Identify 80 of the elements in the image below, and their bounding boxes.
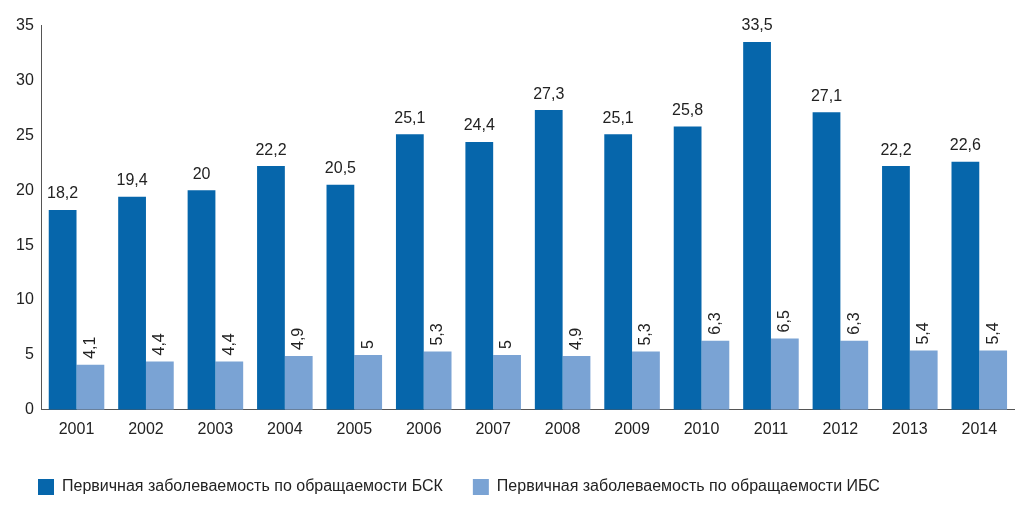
- data-label: 5: [358, 339, 376, 349]
- bar: [770, 338, 799, 410]
- x-tick-label: 2002: [128, 419, 164, 437]
- y-tick-label: 25: [16, 125, 34, 143]
- data-label: 5: [497, 339, 515, 349]
- bar: [701, 340, 730, 410]
- x-tick-label: 2001: [58, 419, 95, 437]
- data-label: 27,3: [533, 84, 565, 102]
- data-label: 20,5: [324, 159, 357, 177]
- bar: [882, 166, 910, 410]
- y-tick-label: 5: [24, 345, 34, 363]
- bar: [187, 190, 216, 410]
- legend-label: Первичная заболеваемость по обращаемости БСК: [62, 477, 444, 495]
- x-tick-label: 2011: [753, 419, 789, 437]
- bar: [951, 161, 980, 410]
- x-tick-label: 2009: [614, 419, 650, 437]
- bar: [840, 340, 869, 410]
- bar: [145, 361, 174, 410]
- data-label: 25,1: [394, 108, 426, 126]
- data-label: 6,5: [775, 310, 793, 333]
- bar: [743, 42, 771, 410]
- y-tick-label: 10: [16, 290, 34, 308]
- x-tick-label: 2010: [683, 419, 720, 437]
- data-label: 25,1: [602, 108, 634, 126]
- legend-label: Первичная заболеваемость по обращаемости ИБС: [496, 477, 880, 495]
- data-label: 5,3: [428, 323, 446, 346]
- bar: [604, 134, 633, 410]
- bar: [257, 166, 285, 410]
- y-tick-label: 30: [16, 70, 34, 88]
- bar: [395, 134, 424, 410]
- bar: [284, 356, 313, 410]
- bar: [909, 350, 938, 410]
- bar: [979, 350, 1008, 410]
- data-label: 22,6: [949, 136, 982, 154]
- y-tick-label: 0: [24, 400, 34, 418]
- y-tick-label: 20: [16, 180, 34, 198]
- x-tick-label: 2008: [544, 419, 581, 437]
- data-label: 20: [192, 164, 211, 182]
- data-label: 24,4: [463, 116, 495, 134]
- data-label: 22,2: [255, 140, 287, 158]
- data-label: 18,2: [47, 184, 79, 202]
- bar: [118, 196, 146, 410]
- bar: [215, 361, 244, 410]
- data-label: 25,8: [672, 101, 704, 118]
- data-label: 4,4: [150, 333, 168, 356]
- data-label: 5,4: [983, 322, 1001, 345]
- data-label: 6,3: [844, 312, 862, 335]
- data-label: 5,3: [636, 323, 654, 346]
- bar: [812, 112, 841, 410]
- bar: [423, 351, 452, 410]
- x-tick-label: 2013: [892, 419, 928, 437]
- data-label: 4,1: [80, 336, 98, 359]
- bar: [673, 126, 702, 410]
- x-tick-label: 2012: [822, 419, 859, 437]
- x-tick-label: 2006: [405, 419, 442, 437]
- x-tick-label: 2004: [267, 419, 303, 437]
- data-label: 4,4: [219, 333, 237, 356]
- data-label: 4,9: [566, 327, 584, 351]
- data-label: 33,5: [741, 16, 773, 34]
- data-label: 4,9: [289, 327, 307, 351]
- bar: [534, 110, 563, 410]
- x-tick-label: 2014: [961, 419, 998, 437]
- data-label: 22,2: [880, 140, 912, 158]
- bar: [562, 356, 591, 410]
- x-tick-label: 2007: [475, 419, 512, 437]
- x-tick-label: 2005: [336, 419, 373, 437]
- bar: [493, 354, 521, 410]
- data-label: 5,4: [914, 322, 932, 345]
- bar: [632, 351, 660, 410]
- bar: [326, 184, 355, 410]
- bar: [465, 141, 494, 410]
- data-label: 19,4: [116, 171, 148, 189]
- bar: [76, 364, 105, 410]
- bar: [48, 210, 77, 410]
- y-tick-label: 15: [16, 235, 34, 253]
- x-tick-label: 2003: [197, 419, 234, 437]
- bar: [354, 354, 383, 410]
- data-label: 27,1: [810, 86, 843, 104]
- y-tick-label: 35: [16, 16, 34, 34]
- data-label: 6,3: [705, 312, 723, 335]
